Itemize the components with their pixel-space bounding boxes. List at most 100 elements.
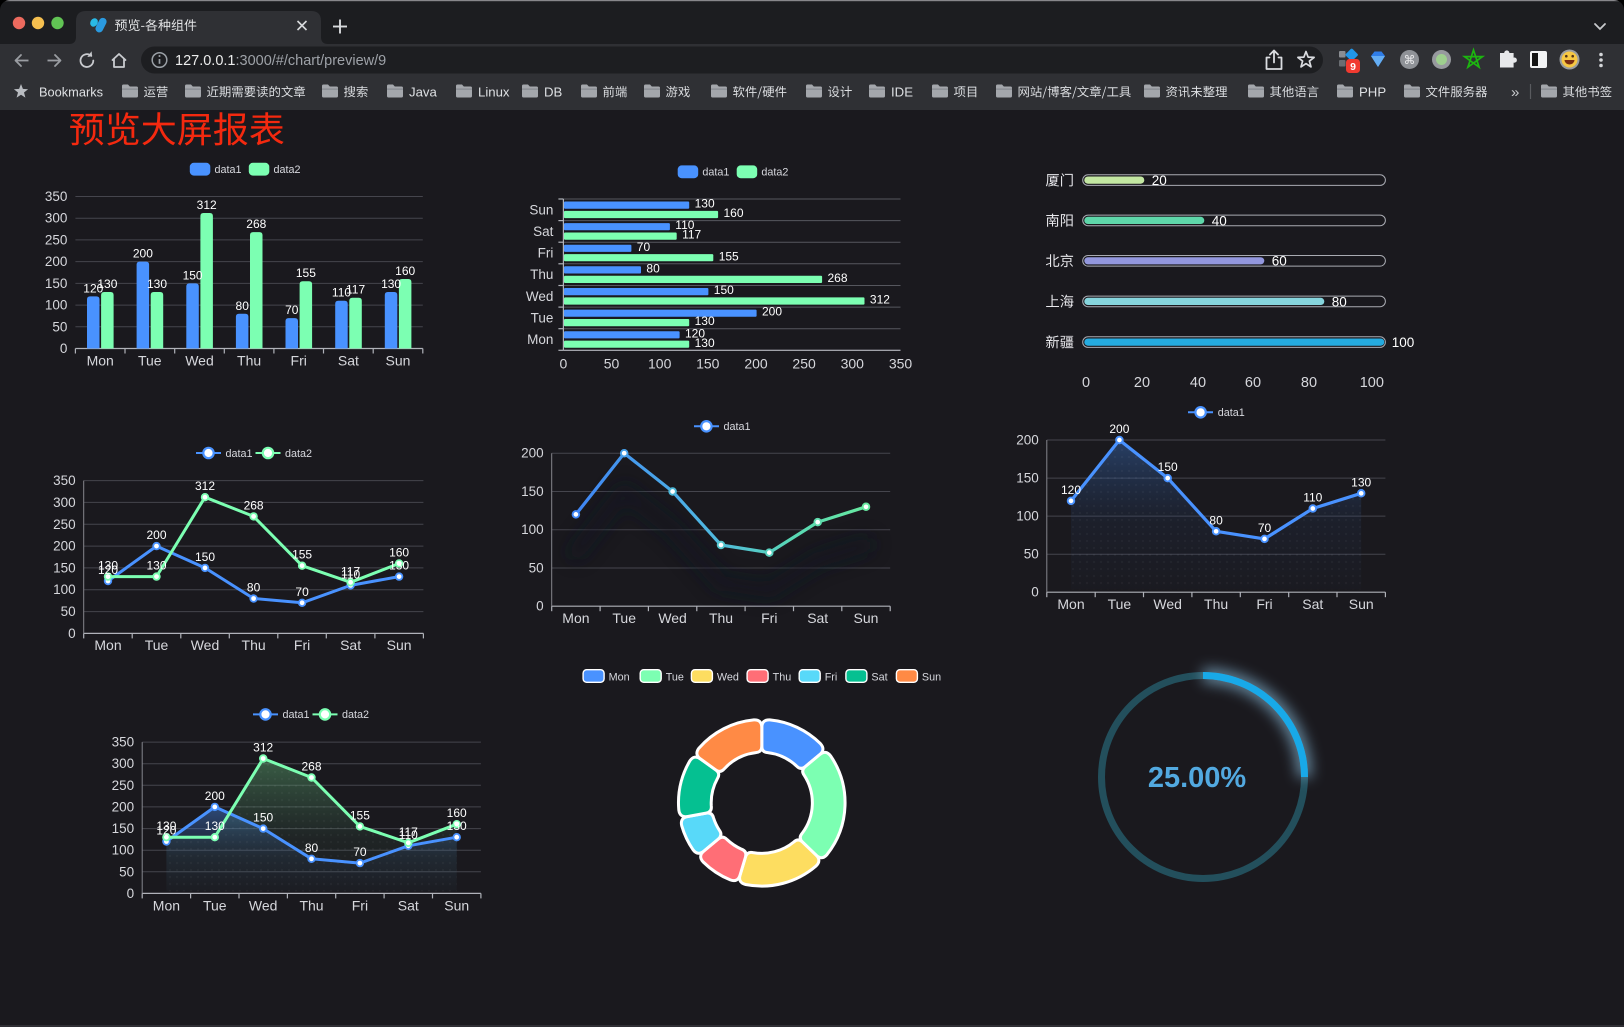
svg-text:120: 120 [685,326,705,340]
svg-text:Tue: Tue [203,898,227,914]
svg-text:Wed: Wed [717,672,739,684]
svg-text:160: 160 [389,546,409,560]
svg-text:Mon: Mon [87,353,114,369]
svg-text:Tue: Tue [145,637,169,653]
svg-text:200: 200 [133,247,153,261]
svg-text:150: 150 [195,550,215,564]
svg-text:Wed: Wed [1153,596,1182,612]
svg-text:data1: data1 [702,167,729,179]
svg-text:130: 130 [381,277,401,291]
svg-text:300: 300 [841,356,865,372]
svg-text:50: 50 [1024,547,1039,562]
svg-text:Wed: Wed [191,637,220,653]
svg-text:150: 150 [183,268,203,282]
svg-text:130: 130 [98,559,118,573]
svg-text:60: 60 [1272,254,1287,269]
svg-text:100: 100 [1392,335,1415,350]
svg-text:data2: data2 [285,448,312,460]
svg-text:data2: data2 [274,164,301,176]
svg-text:117: 117 [682,228,701,242]
svg-text:130: 130 [447,819,467,833]
svg-text:0: 0 [536,599,544,614]
svg-text:Sun: Sun [387,637,412,653]
svg-text:0: 0 [68,626,76,641]
svg-text:110: 110 [341,567,360,581]
svg-text:130: 130 [695,336,715,350]
svg-text:Mon: Mon [153,898,180,914]
svg-text:350: 350 [53,473,76,488]
svg-text:20: 20 [1152,173,1167,188]
svg-text:200: 200 [521,446,544,461]
svg-text:268: 268 [828,271,848,285]
svg-text:117: 117 [399,825,418,839]
svg-text:Thu: Thu [242,637,266,653]
svg-text:Fri: Fri [538,246,554,261]
svg-text:40: 40 [1212,213,1227,228]
svg-text:150: 150 [1158,460,1178,474]
svg-text:150: 150 [253,811,273,825]
svg-text:250: 250 [53,517,76,532]
svg-text:100: 100 [45,298,68,313]
svg-text:268: 268 [246,217,266,231]
svg-text:20: 20 [1134,375,1150,391]
svg-text:Sat: Sat [338,353,359,369]
svg-text:Fri: Fri [825,672,838,684]
svg-text:130: 130 [1351,475,1371,489]
svg-text:Thu: Thu [530,267,553,282]
svg-text:110: 110 [675,218,694,232]
svg-text:130: 130 [695,197,715,211]
svg-text:Java: Java [409,85,438,100]
svg-text:Bookmarks: Bookmarks [39,85,103,100]
svg-text:250: 250 [112,778,135,793]
svg-text:150: 150 [696,356,720,372]
svg-text:200: 200 [146,528,166,542]
svg-text:150: 150 [45,276,68,291]
svg-text:155: 155 [350,808,370,822]
svg-text:80: 80 [247,581,261,595]
svg-text:50: 50 [119,864,134,879]
svg-text:Mon: Mon [1057,596,1084,612]
svg-text:150: 150 [112,821,135,836]
svg-text:Thu: Thu [299,898,323,914]
svg-text:312: 312 [197,198,217,212]
svg-text:130: 130 [695,314,715,328]
svg-text:Sat: Sat [871,672,887,684]
svg-text:0: 0 [560,356,568,372]
svg-text:100: 100 [112,843,135,858]
svg-text:Thu: Thu [773,672,792,684]
svg-text:130: 130 [97,277,117,291]
svg-text:data2: data2 [342,709,369,721]
svg-text:200: 200 [744,356,768,372]
svg-text:110: 110 [1303,491,1322,505]
svg-text:Sat: Sat [1302,596,1323,612]
svg-text:150: 150 [521,484,544,499]
svg-text:Tue: Tue [666,672,684,684]
svg-text:Fri: Fri [352,898,368,914]
svg-text:120: 120 [1061,483,1081,497]
svg-text:120: 120 [98,563,118,577]
svg-text:100: 100 [1360,375,1384,391]
svg-text:80: 80 [646,261,660,275]
svg-text:100: 100 [521,522,544,537]
svg-text:data1: data1 [283,709,310,721]
svg-text:200: 200 [45,254,68,269]
svg-text:⌘: ⌘ [1404,53,1416,67]
svg-text:Sat: Sat [807,610,828,626]
svg-text:60: 60 [1245,375,1261,391]
svg-text:155: 155 [719,249,739,263]
svg-text:130: 130 [205,819,225,833]
svg-text:0: 0 [1031,585,1039,600]
svg-text:Fri: Fri [291,353,307,369]
svg-text:117: 117 [346,283,365,297]
svg-text:»: » [1511,84,1519,101]
svg-text:155: 155 [296,266,316,280]
svg-text:312: 312 [195,479,215,493]
svg-text:Sun: Sun [854,610,879,626]
svg-text:120: 120 [83,281,103,295]
svg-text:250: 250 [45,232,68,247]
svg-text:80: 80 [305,841,319,855]
svg-text:300: 300 [53,495,76,510]
svg-text:200: 200 [53,539,76,554]
svg-text:130: 130 [146,559,166,573]
svg-text:Mon: Mon [527,332,553,347]
